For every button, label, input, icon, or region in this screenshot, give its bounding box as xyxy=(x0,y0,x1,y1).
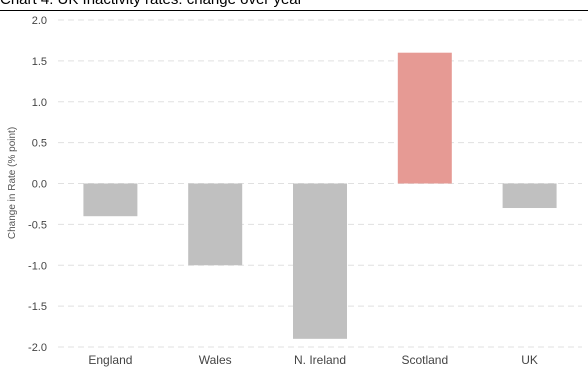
y-tick-label: -1.5 xyxy=(28,301,47,313)
y-tick-label: 1.0 xyxy=(32,97,47,109)
y-tick-label: -0.5 xyxy=(28,219,47,231)
x-tick-label: Wales xyxy=(199,353,232,367)
x-tick-label: Scotland xyxy=(401,353,448,367)
bar-uk xyxy=(502,183,557,209)
x-tick-label: UK xyxy=(521,353,538,367)
y-tick-label: 0.0 xyxy=(32,179,47,191)
y-tick-label: -1.0 xyxy=(28,260,47,272)
x-tick-labels: England Wales N. Ireland Scotland UK xyxy=(88,353,538,367)
chart-title: Chart 4: UK Inactivity rates: change ove… xyxy=(0,0,588,11)
bars xyxy=(83,52,557,339)
y-axis-label: Change in Rate (% point) xyxy=(7,127,18,239)
y-tick-labels: 2.0 1.5 1.0 0.5 0.0 -0.5 -1.0 -1.5 -2.0 xyxy=(28,15,47,354)
y-tick-label: 0.5 xyxy=(32,138,47,150)
bar-n-ireland xyxy=(293,183,347,339)
bar-wales xyxy=(188,183,243,266)
x-tick-label: England xyxy=(88,353,132,367)
y-tick-label: 1.5 xyxy=(32,56,47,68)
y-tick-label: 2.0 xyxy=(32,15,47,27)
title-underline xyxy=(0,10,588,11)
bar-scotland xyxy=(397,52,452,184)
bar-england xyxy=(83,183,138,217)
x-tick-label: N. Ireland xyxy=(294,353,346,367)
y-tick-label: -2.0 xyxy=(28,342,47,354)
